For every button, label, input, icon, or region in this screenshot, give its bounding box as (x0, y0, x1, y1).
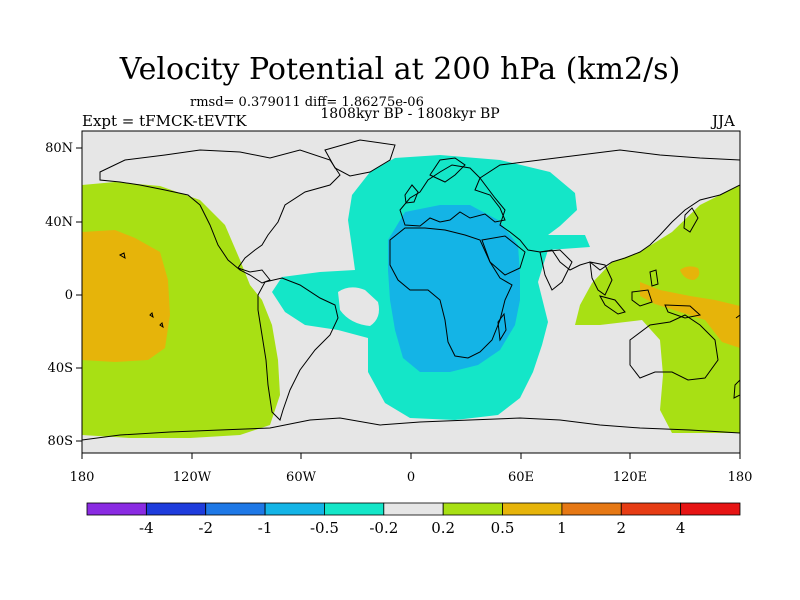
lon-label: 0 (407, 470, 415, 485)
lat-labels: 80N 40N 0 40S 80S (45, 141, 73, 449)
colorbar-swatch (146, 503, 205, 515)
colorbar-swatch (265, 503, 324, 515)
lat-label: 80S (48, 434, 73, 449)
colorbar-label: -0.2 (369, 519, 398, 537)
colorbar-label: 0.2 (431, 519, 455, 537)
colorbar-label: 4 (676, 519, 686, 537)
lon-label: 180 (728, 470, 753, 485)
lat-label: 40S (48, 361, 73, 376)
colorbar-swatch (562, 503, 621, 515)
colorbar-swatch (443, 503, 502, 515)
colorbar-swatch (87, 503, 146, 515)
colorbar-label: -2 (198, 519, 213, 537)
colorbar-label: -4 (139, 519, 154, 537)
colorbar-label: 0.5 (491, 519, 515, 537)
map-figure: 180 120W 60W 0 60E 120E 180 80N 40N 0 40… (0, 0, 800, 600)
colorbar-label: -1 (258, 519, 273, 537)
lon-label: 60W (286, 470, 317, 485)
colorbar: -4 -2 -1 -0.5 -0.2 0.2 0.5 1 2 4 (87, 503, 740, 537)
lon-label: 120E (613, 470, 647, 485)
colorbar-swatch (621, 503, 680, 515)
lat-label: 0 (65, 288, 73, 303)
lat-label: 40N (45, 215, 73, 230)
colorbar-swatch (206, 503, 265, 515)
colorbar-label: -0.5 (310, 519, 339, 537)
colorbar-swatch (384, 503, 443, 515)
colorbar-swatch (681, 503, 740, 515)
lon-label: 180 (70, 470, 95, 485)
lon-labels: 180 120W 60W 0 60E 120E 180 (70, 470, 753, 485)
colorbar-label: 2 (616, 519, 626, 537)
colorbar-label: 1 (557, 519, 567, 537)
lon-label: 60E (508, 470, 534, 485)
lon-label: 120W (173, 470, 212, 485)
lat-label: 80N (45, 141, 73, 156)
colorbar-swatch (503, 503, 562, 515)
colorbar-swatch (324, 503, 383, 515)
